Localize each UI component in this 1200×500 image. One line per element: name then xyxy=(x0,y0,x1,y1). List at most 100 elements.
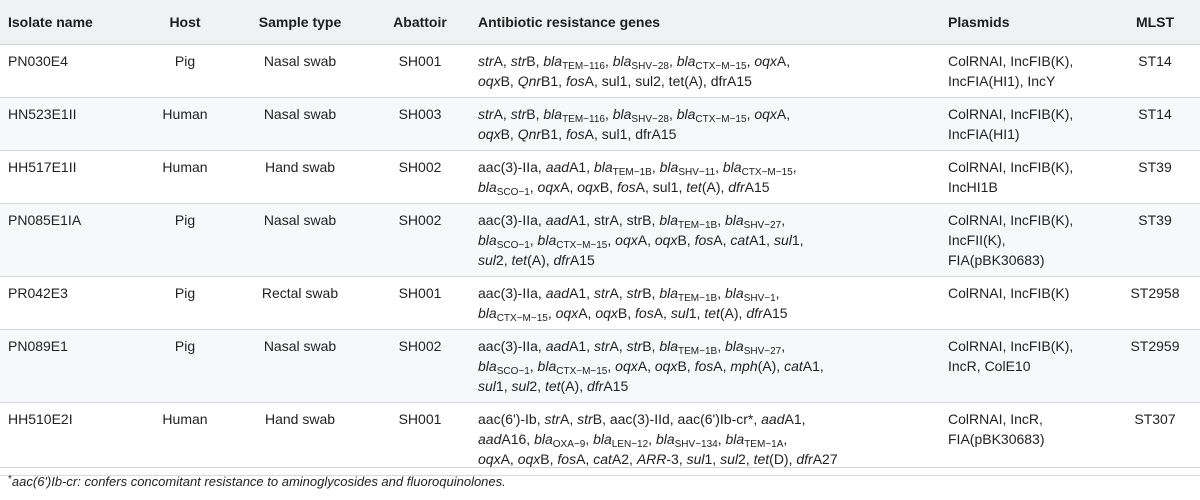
gene-text: , xyxy=(781,337,786,354)
plasmid-line: IncHI1B xyxy=(948,178,998,195)
table-header: Isolate name Host Sample type Abattoir A… xyxy=(0,0,1200,44)
table-row: PR042E3 Pig Rectal swab SH001 aac(3)-IIa, aa… xyxy=(0,276,1200,329)
gene-subscript: SHV−28 xyxy=(631,113,669,125)
gene-text: oqx xyxy=(615,231,638,248)
gene-text: ARR xyxy=(636,450,667,467)
gene-text: bla xyxy=(478,231,497,248)
gene-text: , xyxy=(529,357,538,374)
table-bottom-rule xyxy=(0,467,1200,468)
gene-subscript: CTX−M−15 xyxy=(556,239,608,251)
gene-text: dfr xyxy=(728,178,745,195)
gene-line: blaSCO−1, oqxA, oqxB, fosA, sul1, tet(A)… xyxy=(478,177,932,198)
gene-text: fos xyxy=(557,450,577,467)
cell-host: Human xyxy=(162,105,208,122)
gene-text: bla xyxy=(659,284,679,301)
cell-isolate-name: PN089E1 xyxy=(8,337,68,354)
plasmid-line: ColRNAI, IncFIB(K), xyxy=(948,52,1074,69)
gene-text: , xyxy=(668,52,677,69)
header-sample-type: Sample type xyxy=(258,13,342,30)
gene-text: bla xyxy=(593,430,612,447)
gene-text: , xyxy=(783,430,788,447)
gene-text: A, xyxy=(776,52,791,69)
gene-text: , xyxy=(607,231,616,248)
gene-text: tet xyxy=(753,450,770,467)
gene-subscript: CTX−M−15 xyxy=(695,60,747,72)
header-mlst: MLST xyxy=(1135,13,1175,30)
cell-resistance-genes: aac(3)-IIa, aadA1, strA, strB, blaTEM−1B… xyxy=(470,276,940,329)
gene-text: B, xyxy=(526,52,544,69)
gene-text: A, xyxy=(713,357,731,374)
gene-line: aac(3)-IIa, aadA1, blaTEM−1B, blaSHV−11,… xyxy=(478,157,932,178)
plasmid-line: ColRNAI, IncFIB(K) xyxy=(948,284,1070,301)
cell-isolate-name: HH517E1II xyxy=(8,158,77,175)
gene-line: blaSCO−1, blaCTX−M−15, oqxA, oqxB, fosA,… xyxy=(478,356,932,377)
gene-text: str xyxy=(510,52,527,69)
gene-text: aad xyxy=(545,284,570,301)
gene-text: , xyxy=(717,211,725,228)
gene-text: oqx xyxy=(517,450,541,467)
gene-subscript: SHV−28 xyxy=(631,60,669,72)
gene-text: A15 xyxy=(762,304,788,321)
cell-mlst: ST2959 xyxy=(1130,337,1180,354)
gene-text: tet xyxy=(704,304,720,321)
cell-plasmids: ColRNAI, IncFIB(K), IncHI1B xyxy=(940,150,1110,203)
gene-line: oqxB, QnrB1, fosA, sul1, sul2, tet(A), d… xyxy=(478,71,932,91)
table-row: HN523E1II Human Nasal swab SH003 strA, strB,… xyxy=(0,97,1200,150)
gene-line: blaSCO−1, blaCTX−M−15, oqxA, oqxB, fosA,… xyxy=(478,230,932,251)
cell-abattoir: SH002 xyxy=(398,158,442,175)
gene-subscript: TEM−1B xyxy=(678,345,718,357)
gene-text: bla xyxy=(478,304,497,321)
gene-text: A1, xyxy=(802,357,824,374)
plasmid-line: IncFIA(HI1) xyxy=(948,125,1020,142)
gene-text: bla xyxy=(655,430,675,447)
gene-text: 1, xyxy=(495,377,512,394)
gene-text: A15 xyxy=(603,377,629,394)
cell-isolate-name: PN030E4 xyxy=(8,52,68,69)
cell-abattoir: SH001 xyxy=(398,52,442,69)
gene-text: , xyxy=(547,304,556,321)
gene-text: , xyxy=(651,158,660,175)
gene-text: aad xyxy=(545,158,570,175)
gene-text: B, xyxy=(677,231,695,248)
gene-subscript: CTX−M−15 xyxy=(496,312,548,324)
gene-text: A, xyxy=(493,105,511,122)
gene-text: , xyxy=(585,430,594,447)
gene-text: A, xyxy=(653,304,671,321)
gene-text: aac(3)-IIa, xyxy=(478,284,546,301)
gene-subscript: SHV−11 xyxy=(678,166,716,178)
gene-text: bla xyxy=(612,52,632,69)
resistance-table: Isolate name Host Sample type Abattoir A… xyxy=(0,0,1200,475)
cell-mlst: ST14 xyxy=(1138,52,1172,69)
header-abattoir: Abattoir xyxy=(393,13,447,30)
cell-host: Pig xyxy=(174,284,196,301)
gene-subscript: SHV−27 xyxy=(743,345,782,357)
gene-text: sul xyxy=(478,377,496,394)
gene-text: oqx xyxy=(754,52,777,69)
gene-text: sul xyxy=(511,377,530,394)
gene-text: bla xyxy=(725,430,745,447)
table-row: HH517E1II Human Hand swab SH002 aac(3)-IIa, … xyxy=(0,150,1200,203)
gene-text: bla xyxy=(722,158,742,175)
gene-text: A15 xyxy=(744,178,770,195)
gene-text: dfr xyxy=(553,251,570,268)
cell-mlst: ST2958 xyxy=(1130,284,1180,301)
footnote: *aac(6')Ib-cr: confers concomitant resis… xyxy=(8,474,506,489)
cell-abattoir: SH001 xyxy=(398,410,442,427)
plasmid-line: ColRNAI, IncFIB(K), xyxy=(948,158,1074,175)
cell-isolate-name: PR042E3 xyxy=(8,284,68,301)
gene-text: A1, xyxy=(749,231,774,248)
cell-plasmids: ColRNAI, IncFIB(K), IncFIA(HI1), IncY xyxy=(940,44,1110,97)
gene-text: Qnr xyxy=(517,125,542,142)
cell-plasmids: ColRNAI, IncFIB(K) xyxy=(940,276,1110,329)
gene-text: fos xyxy=(565,125,585,142)
gene-text: oqx xyxy=(478,72,501,89)
gene-text: str xyxy=(510,105,527,122)
gene-line: oqxA, oqxB, fosA, catA2, ARR-3, sul1, su… xyxy=(478,449,932,469)
gene-text: aac(3)-IIa, xyxy=(478,158,546,175)
gene-text: sul xyxy=(720,450,738,467)
cell-abattoir: SH002 xyxy=(398,211,442,228)
cell-sample-type: Hand swab xyxy=(264,158,336,175)
gene-text: bla xyxy=(659,158,679,175)
gene-subscript: TEM−116 xyxy=(562,113,605,125)
gene-text: bla xyxy=(593,158,613,175)
